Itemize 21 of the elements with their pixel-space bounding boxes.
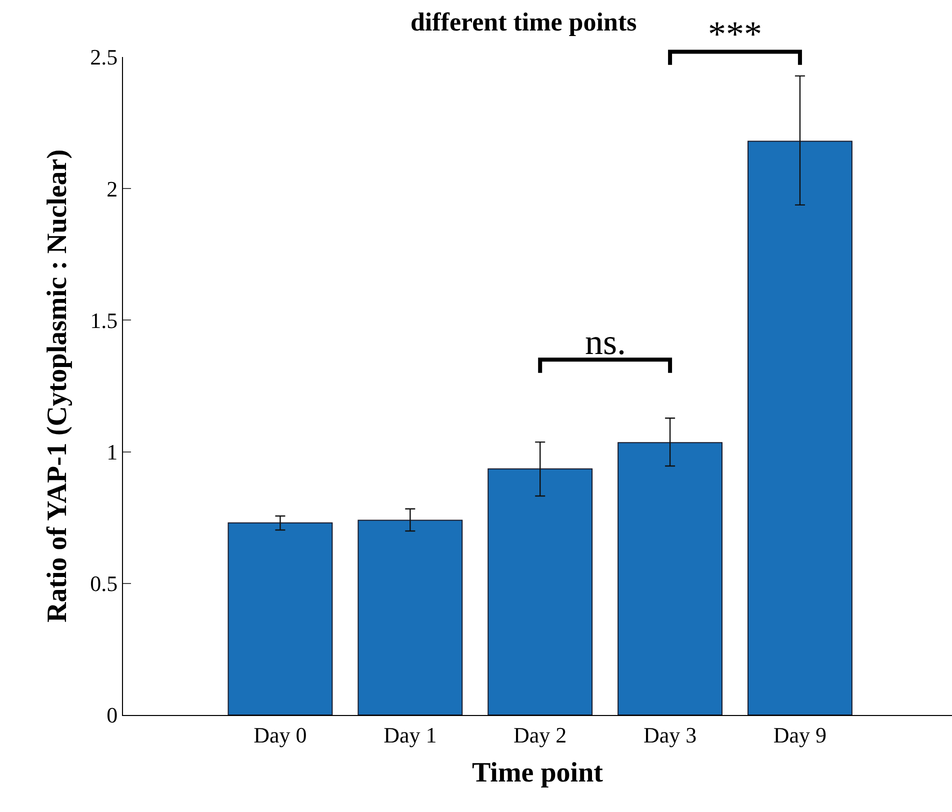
- y-tick-label: 0.5: [90, 571, 118, 596]
- x-axis-title: Time point: [472, 758, 604, 788]
- y-tick-label: 1: [106, 440, 118, 464]
- chart-title: different time points: [410, 7, 637, 36]
- y-tick-label: 1.5: [90, 308, 118, 333]
- y-axis-title: Ratio of YAP-1 (Cytoplasmic : Nuclear): [42, 149, 73, 623]
- bar: [748, 140, 852, 715]
- x-tick-label: Day 0: [254, 722, 307, 748]
- x-tick-label: Day 2: [514, 722, 567, 748]
- bar: [358, 520, 463, 715]
- bar: [618, 442, 723, 715]
- x-tick-label: Day 9: [773, 722, 827, 748]
- bar: [228, 522, 333, 715]
- y-tick-label: 2: [106, 176, 118, 202]
- y-tick-label: 0: [106, 702, 118, 728]
- bar: [488, 468, 593, 715]
- x-tick-label: Day 3: [643, 722, 697, 748]
- y-tick-label: 2.5: [90, 44, 118, 70]
- annotation: ns.: [585, 322, 626, 362]
- text: ***: [708, 14, 762, 54]
- x-tick-label: Day 1: [384, 722, 437, 748]
